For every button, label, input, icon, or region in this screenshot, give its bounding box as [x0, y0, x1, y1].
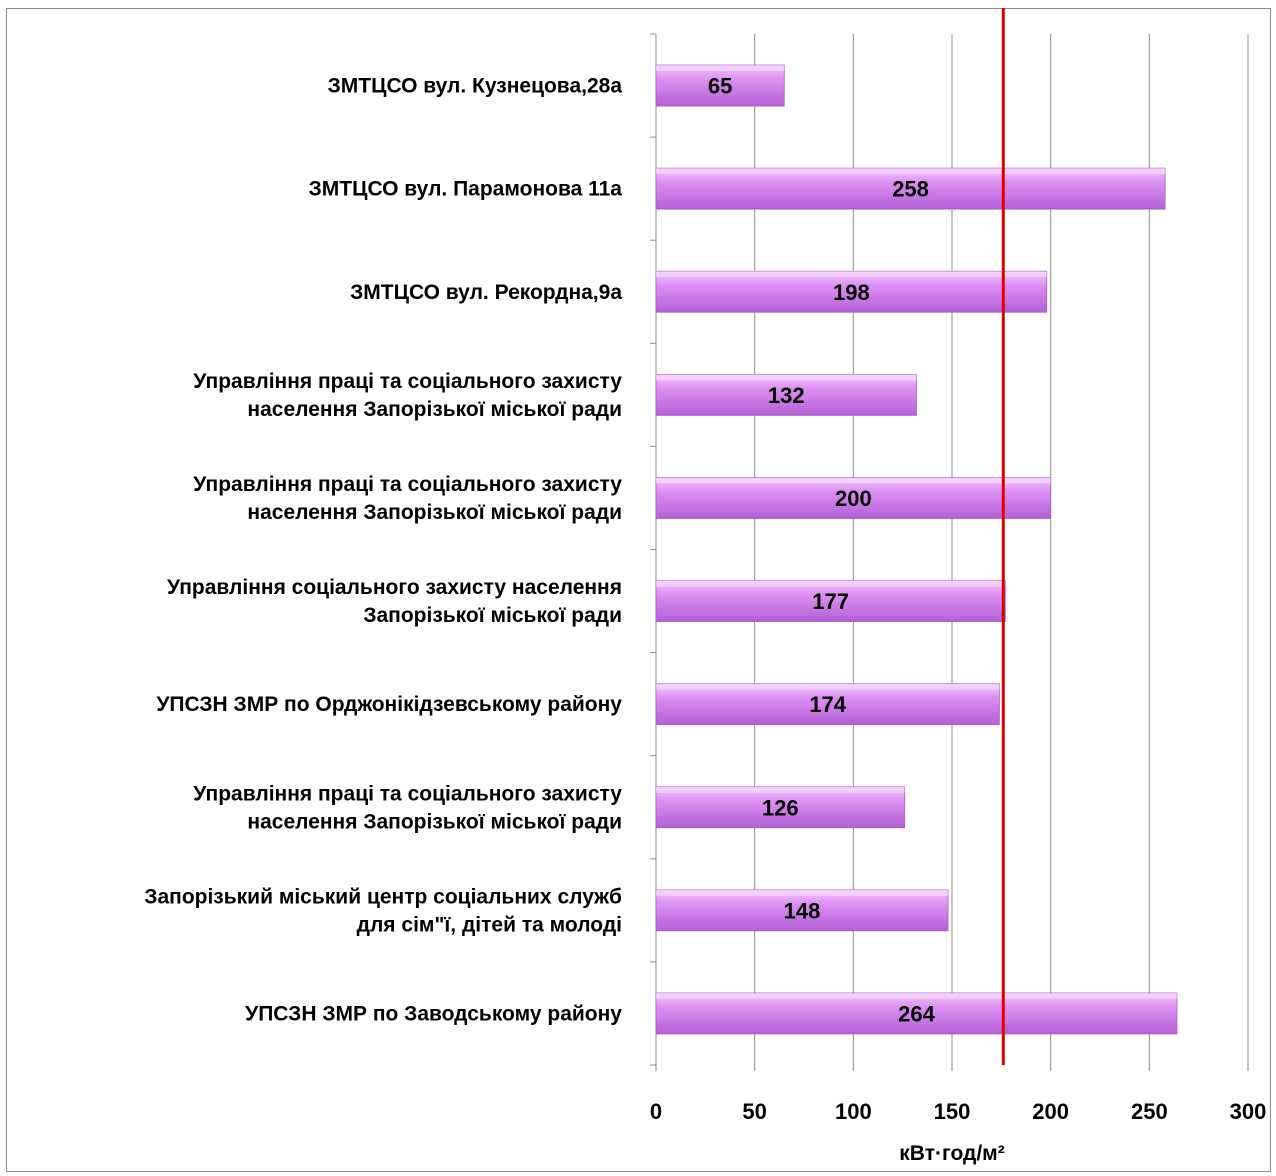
bars: 65 258 198 132 200 177 174 126 148 264: [655, 64, 1178, 1035]
x-tick-label: 0: [650, 1099, 662, 1124]
category-label-line: Управління праці та соціального захисту: [193, 370, 622, 393]
x-tick-label: 250: [1131, 1099, 1168, 1124]
data-label: 198: [833, 280, 870, 305]
category-label: УПСЗН ЗМР по Орджонікідзевському району: [156, 693, 622, 716]
x-tick-label: 100: [835, 1099, 872, 1124]
bar-highlight: [656, 374, 917, 381]
category-labels: ЗМТЦСО вул. Кузнецова,28а ЗМТЦСО вул. Пар…: [144, 75, 622, 1026]
bar-highlight: [656, 271, 1047, 278]
bar: [655, 683, 1000, 726]
category-label-line: населення Запорізької міської ради: [247, 810, 622, 833]
category-label-line: Управління соціального захисту населення: [167, 576, 622, 599]
category-label-line: УПСЗН ЗМР по Орджонікідзевському району: [156, 693, 622, 716]
category-label-line: населення Запорізької міської ради: [247, 398, 622, 421]
category-label-line: ЗМТЦСО вул. Рекордна,9а: [350, 281, 622, 304]
data-label: 264: [898, 1001, 935, 1026]
category-label: Управління праці та соціального захисту н…: [193, 782, 622, 833]
category-label-line: Управління праці та соціального захисту: [193, 782, 622, 805]
bar-highlight: [656, 889, 949, 896]
bar: [655, 64, 785, 107]
category-label-line: ЗМТЦСО вул. Парамонова 11а: [309, 178, 623, 201]
data-label: 200: [835, 486, 872, 511]
bar-highlight: [656, 992, 1177, 999]
bar-highlight: [656, 580, 1006, 587]
bar: [655, 167, 1166, 210]
x-tick-labels: 0 50 100 150 200 250 300: [650, 1099, 1266, 1124]
x-tick-label: 300: [1230, 1099, 1267, 1124]
x-axis-title: кВт·год/м²: [899, 1142, 1004, 1165]
data-label: 258: [892, 177, 929, 202]
category-label: УПСЗН ЗМР по Заводському району: [245, 1002, 622, 1025]
x-tick-label: 150: [934, 1099, 971, 1124]
data-label: 132: [768, 383, 805, 408]
data-label: 126: [762, 795, 799, 820]
x-tick-label: 200: [1032, 1099, 1069, 1124]
category-label-line: Управління праці та соціального захисту: [193, 473, 622, 496]
category-label: Управління праці та соціального захисту н…: [193, 473, 622, 524]
category-label-line: населення Запорізької міської ради: [247, 501, 622, 524]
data-label: 174: [809, 692, 846, 717]
category-label: ЗМТЦСО вул. Рекордна,9а: [350, 281, 622, 304]
bar-highlight: [656, 477, 1051, 484]
category-label-line: для сім"ї, дітей та молоді: [357, 913, 622, 936]
category-label-line: УПСЗН ЗМР по Заводському району: [245, 1002, 622, 1025]
category-label: ЗМТЦСО вул. Парамонова 11а: [309, 178, 623, 201]
category-label-line: ЗМТЦСО вул. Кузнецова,28а: [328, 75, 623, 98]
category-label-line: Запорізької міської ради: [363, 604, 622, 627]
bar: [655, 373, 917, 416]
data-label: 65: [708, 74, 732, 99]
bar-highlight: [656, 786, 905, 793]
bar: [655, 786, 906, 829]
category-label: Управління соціального захисту населення…: [167, 576, 622, 627]
bar: [655, 889, 949, 932]
bar: [655, 270, 1048, 313]
category-label: Управління праці та соціального захисту н…: [193, 370, 622, 421]
data-label: 148: [784, 898, 821, 923]
bar: [655, 992, 1178, 1035]
x-tick-label: 50: [742, 1099, 766, 1124]
data-label: 177: [812, 589, 849, 614]
bar-highlight: [656, 65, 785, 72]
category-label: Запорізький міський центр соціальних слу…: [144, 885, 622, 936]
category-label: ЗМТЦСО вул. Кузнецова,28а: [328, 75, 623, 98]
bar-highlight: [656, 168, 1166, 175]
bar: [655, 580, 1006, 622]
bar-highlight: [656, 683, 1000, 690]
category-label-line: Запорізький міський центр соціальних слу…: [144, 885, 622, 908]
